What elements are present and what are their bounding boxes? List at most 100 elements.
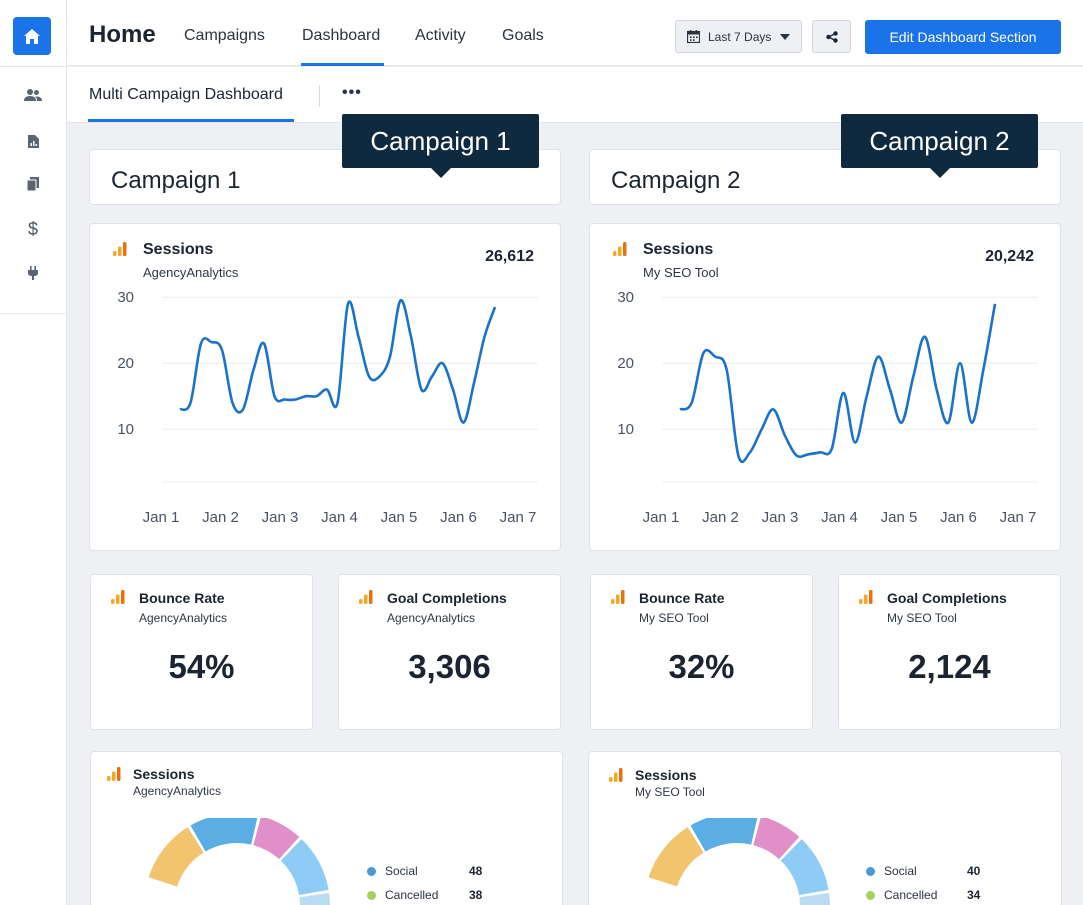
x-tick-label: Jan 3 [762, 509, 799, 526]
legend-label: Social [385, 864, 418, 878]
legend-value: 48 [469, 864, 483, 878]
date-range-label: Last 7 Days [708, 29, 772, 44]
sessions-total: 26,612 [485, 248, 534, 265]
sessions-source: AgencyAnalytics [143, 265, 239, 280]
subtab-divider [319, 85, 320, 107]
x-tick-label: Jan 2 [702, 509, 739, 526]
dashboard-tabs: Multi Campaign Dashboard ••• [67, 67, 1083, 123]
legend-value: 34 [967, 888, 981, 902]
tab-goals[interactable]: Goals [502, 27, 544, 44]
tab-campaigns[interactable]: Campaigns [184, 27, 265, 44]
active-subtab-indicator [88, 119, 294, 122]
goal-completions-title: Goal Completions [887, 590, 1007, 606]
x-tick-label: Jan 3 [262, 509, 299, 526]
campaign-2-sessions-breakdown-card: Sessions My SEO Tool Social 40 Cancelled… [588, 751, 1062, 905]
bounce-rate-source: AgencyAnalytics [139, 611, 228, 625]
date-range-dropdown[interactable]: Last 7 Days [675, 20, 802, 53]
sidebar-divider [0, 313, 66, 314]
bounce-rate-source: My SEO Tool [639, 611, 709, 625]
bounce-rate-card: Bounce Rate My SEO Tool 32% [590, 574, 813, 730]
x-tick-label: Jan 2 [202, 509, 239, 526]
plug-icon[interactable] [21, 261, 45, 285]
donut-segment [190, 818, 258, 852]
legend-dot [866, 890, 875, 900]
legend-item: Social [367, 864, 418, 878]
donut-segment [753, 818, 800, 860]
x-tick-label: Jan 4 [821, 509, 858, 526]
y-tick-label: 30 [617, 289, 634, 306]
calendar-icon [687, 30, 700, 43]
campaign-1-title: Campaign 1 [111, 167, 241, 194]
donut-segment [690, 818, 758, 852]
page-title: Home [89, 21, 156, 48]
goal-completions-value: 2,124 [908, 648, 991, 685]
sessions-total: 20,242 [985, 248, 1034, 265]
campaign-2-title: Campaign 2 [611, 167, 741, 194]
campaign-2-tooltip: Campaign 2 [841, 114, 1038, 178]
x-tick-label: Jan 1 [643, 509, 680, 526]
sessions-title: Sessions [143, 241, 214, 258]
x-tick-label: Jan 5 [881, 509, 918, 526]
x-tick-label: Jan 1 [143, 509, 180, 526]
analytics-icon [107, 767, 121, 781]
dollar-icon[interactable]: $ [27, 218, 38, 239]
report-icon[interactable] [21, 129, 45, 153]
goal-completions-source: AgencyAnalytics [387, 611, 476, 625]
donut-segment [148, 827, 204, 887]
goal-completions-card: Goal Completions My SEO Tool 2,124 [838, 574, 1061, 730]
sessions-series-line [679, 303, 997, 464]
campaign-1-sessions-card: Sessions AgencyAnalytics 26,612 10 20 30 Ja… [89, 223, 561, 551]
analytics-icon [113, 242, 127, 256]
edit-dashboard-section-button[interactable]: Edit Dashboard Section [865, 20, 1061, 54]
sessions-source: My SEO Tool [635, 785, 705, 799]
sessions-title: Sessions [635, 767, 697, 783]
x-tick-label: Jan 5 [381, 509, 418, 526]
users-icon[interactable] [21, 83, 45, 107]
more-options-icon[interactable]: ••• [342, 84, 362, 101]
y-tick-label: 30 [117, 289, 134, 306]
bounce-rate-title: Bounce Rate [639, 590, 725, 606]
legend-item: Cancelled [367, 888, 438, 902]
legend-label: Cancelled [884, 888, 938, 902]
bounce-rate-value: 54% [168, 648, 235, 685]
donut-segment [253, 818, 300, 860]
y-tick-label: 10 [117, 421, 134, 438]
goal-completions-source: My SEO Tool [887, 611, 957, 625]
share-icon [825, 30, 838, 43]
share-button[interactable] [812, 20, 851, 53]
goal-completions-value: 3,306 [408, 648, 491, 685]
analytics-icon [359, 590, 373, 604]
bounce-rate-value: 32% [668, 648, 735, 685]
tab-multi-campaign-dashboard[interactable]: Multi Campaign Dashboard [89, 86, 283, 103]
x-tick-label: Jan 7 [1000, 509, 1037, 526]
y-tick-label: 20 [117, 355, 134, 372]
x-tick-label: Jan 4 [321, 509, 358, 526]
tab-activity[interactable]: Activity [415, 27, 466, 44]
analytics-icon [111, 590, 125, 604]
legend-dot [866, 866, 875, 876]
chevron-down-icon [780, 34, 790, 40]
legend-label: Cancelled [385, 888, 439, 902]
y-tick-label: 10 [617, 421, 634, 438]
sessions-source: AgencyAnalytics [133, 784, 222, 798]
y-tick-label: 20 [617, 355, 634, 372]
bounce-rate-card: Bounce Rate AgencyAnalytics 54% [90, 574, 313, 730]
donut-segment [648, 827, 704, 887]
sidebar: $ [0, 0, 67, 905]
legend-dot [367, 890, 376, 900]
campaign-1-sessions-breakdown-card: Sessions AgencyAnalytics Social 48 Cance… [90, 751, 563, 905]
legend-item: Cancelled [866, 888, 937, 902]
analytics-icon [609, 768, 623, 782]
sessions-line-chart: 10 20 30 Jan 1 Jan 2 Jan 3 Jan 4 Jan 5 Jan 6 Jan … [117, 289, 538, 526]
sessions-line-chart: 10 20 30 Jan 1 Jan 2 Jan 3 Jan 4 Jan 5 Jan 6 Jan … [617, 289, 1038, 526]
analytics-icon [611, 590, 625, 604]
sessions-title: Sessions [643, 241, 714, 258]
home-button[interactable] [13, 17, 51, 55]
documents-icon[interactable] [21, 172, 45, 196]
tab-dashboard[interactable]: Dashboard [302, 27, 381, 44]
donut-segment [280, 839, 329, 896]
sidebar-divider [0, 66, 66, 67]
x-tick-label: Jan 6 [940, 509, 977, 526]
legend-value: 40 [967, 864, 981, 878]
campaign-2-header: Campaign 2 [589, 149, 1061, 205]
